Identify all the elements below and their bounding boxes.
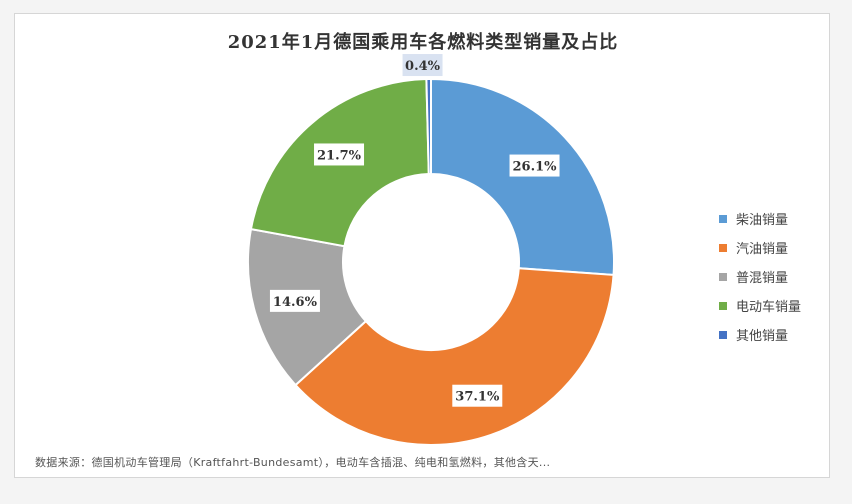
legend-label-3: 普混销量 — [736, 271, 789, 286]
legend-item-1: 柴油销量 — [719, 204, 801, 233]
data-label-text-1: 26.1% — [513, 160, 558, 175]
chart-title: 2021年1月德国乘用车各燃料类型销量及占比 — [227, 32, 619, 53]
chart-legend: 柴油销量汽油销量普混销量电动车销量其他销量 — [719, 204, 801, 349]
data-label-box-1 — [509, 154, 560, 177]
legend-item-2: 汽油销量 — [719, 233, 801, 262]
data-label-box-3 — [269, 289, 320, 312]
data-label-box-2 — [452, 384, 503, 407]
legend-label-2: 汽油销量 — [736, 242, 789, 257]
legend-swatch-1 — [719, 214, 727, 223]
donut-slice-5 — [425, 77, 432, 176]
legend-swatch-4 — [719, 301, 727, 310]
data-label-4: 21.7% — [314, 143, 365, 166]
source-note: 数据来源：德国机动车管理局（Kraftfahrt-Bundesamt），电动车含… — [35, 456, 551, 469]
data-label-2: 37.1% — [452, 384, 503, 407]
data-label-text-5: 0.4% — [405, 59, 441, 74]
data-label-3: 14.6% — [269, 289, 320, 312]
donut-slice-2 — [294, 267, 615, 446]
chart-frame: 2021年1月德国乘用车各燃料类型销量及占比 26.1% 37.1% 14.6% 21… — [14, 13, 830, 478]
legend-label-5: 其他销量 — [736, 329, 789, 344]
data-label-1: 26.1% — [509, 154, 560, 177]
data-label-text-3: 14.6% — [273, 295, 318, 310]
legend-item-3: 普混销量 — [719, 262, 801, 291]
donut-slice-1 — [430, 77, 615, 277]
data-label-box-4 — [314, 143, 365, 166]
legend-swatch-2 — [719, 243, 727, 252]
legend-swatch-5 — [719, 330, 727, 339]
legend-item-5: 其他销量 — [719, 320, 801, 349]
data-label-text-4: 21.7% — [317, 148, 362, 163]
data-label-5: 0.4% — [402, 54, 443, 77]
data-label-text-2: 37.1% — [455, 390, 500, 405]
legend-swatch-3 — [719, 272, 727, 281]
legend-label-1: 柴油销量 — [736, 213, 789, 228]
donut-chart: 26.1% 37.1% 14.6% 21.7% 0.4% — [247, 54, 615, 446]
legend-label-4: 电动车销量 — [736, 300, 802, 315]
legend-item-4: 电动车销量 — [719, 291, 801, 320]
data-label-box-5 — [402, 54, 443, 77]
